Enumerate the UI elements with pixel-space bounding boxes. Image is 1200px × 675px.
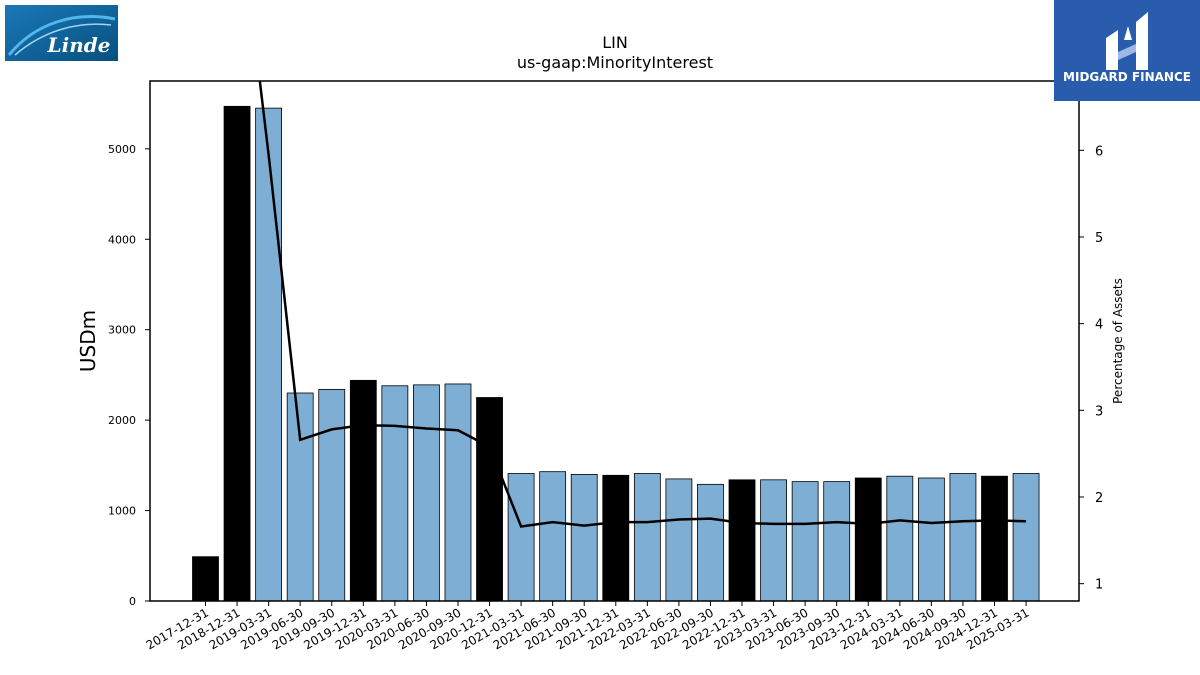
bar-2023-09-30 [823,481,851,601]
y-tick-label: 3000 [108,324,136,337]
y2-tick-label: 1 [1095,578,1103,593]
plot-frame [149,80,1080,602]
percentage-of-assets-line [258,81,1027,528]
chart-title: LIN [602,33,628,52]
y2-axis-title: Percentage of Assets [1111,278,1125,404]
svg-text:MIDGARD FINANCE: MIDGARD FINANCE [1063,70,1191,84]
bar-2025-03-31 [1012,473,1040,601]
bar-2020-12-31 [476,397,503,601]
y2-tick-label: 3 [1095,404,1103,419]
bar-2022-06-30 [665,478,693,601]
y-tick-label: 2000 [108,414,136,427]
chart-subtitle: us-gaap:MinorityInterest [517,53,713,72]
bar-2024-03-31 [886,475,914,601]
bar-2020-06-30 [413,384,440,601]
bar-2022-03-31 [633,473,661,601]
y-axis-right: 1 2 3 4 5 6 [1079,144,1103,593]
y2-tick-label: 5 [1095,231,1103,246]
svg-text:Linde: Linde [47,33,111,57]
midgard-finance-logo: MIDGARD FINANCE [1054,0,1200,101]
linde-logo: Linde [5,5,118,61]
bar-2019-09-30 [318,388,346,601]
bar-2019-03-31 [255,107,283,601]
bar-2024-06-30 [917,477,945,601]
bar-2024-12-31 [981,475,1008,601]
bar-2022-12-31 [728,479,756,601]
bar-2021-12-31 [602,474,630,601]
y-tick-label: 0 [129,595,136,608]
y-tick-label: 1000 [108,505,136,518]
bar-2019-12-31 [349,379,377,601]
bar-2017-12-31 [192,556,219,601]
y2-tick-label: 2 [1095,491,1103,506]
bars-group [192,105,1040,601]
bar-2021-09-30 [570,473,598,601]
y2-tick-label: 6 [1095,144,1103,159]
y-tick-label: 4000 [108,233,136,246]
bar-2019-06-30 [286,392,314,601]
bar-2020-09-30 [444,383,472,601]
y2-tick-label: 4 [1095,318,1103,333]
bar-2023-06-30 [791,481,819,601]
y-axis-title: USDm [76,310,100,372]
bar-2023-12-31 [854,477,882,601]
x-axis: 2017-12-312018-12-312019-03-312019-06-30… [144,601,1032,652]
bar-2023-03-31 [760,479,787,601]
y-axis-left: 0 1000 2000 3000 4000 5000 [108,143,150,608]
bar-2021-03-31 [507,473,535,601]
bar-2022-09-30 [697,483,724,601]
y-tick-label: 5000 [108,143,136,156]
bar-2021-06-30 [539,471,567,601]
bar-2020-03-31 [381,385,409,601]
bar-2018-12-31 [223,105,251,601]
line-group [258,81,1027,528]
bar-2024-09-30 [949,473,977,601]
